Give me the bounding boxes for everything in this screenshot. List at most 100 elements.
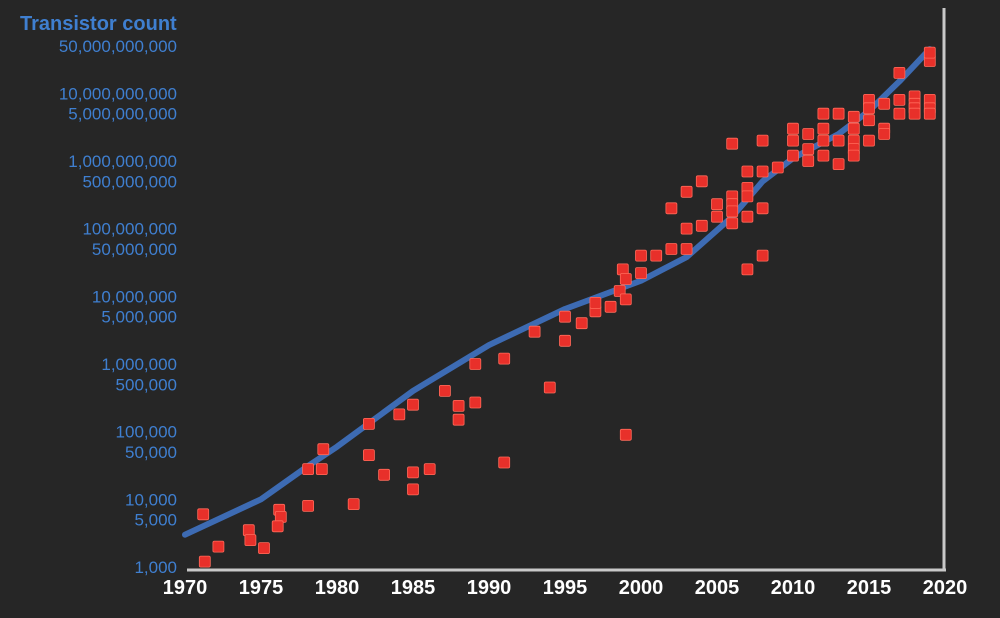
data-point — [452, 413, 465, 426]
data-point — [680, 243, 693, 255]
data-point — [817, 107, 830, 120]
data-point — [407, 398, 419, 411]
y-tick-label: 100,000,000 — [82, 220, 177, 239]
data-point — [802, 143, 815, 156]
data-point — [878, 128, 891, 140]
data-point — [635, 249, 647, 262]
data-point — [619, 293, 632, 306]
data-point — [469, 358, 482, 370]
data-point — [362, 449, 375, 462]
data-point — [847, 122, 860, 135]
data-point — [680, 222, 693, 235]
data-point — [863, 102, 875, 115]
data-point — [741, 263, 754, 276]
data-point — [695, 219, 708, 232]
data-point — [756, 165, 769, 178]
data-point — [212, 540, 225, 553]
data-point — [378, 468, 391, 481]
data-point — [893, 67, 906, 79]
data-point — [695, 175, 708, 188]
x-tick-label: 1975 — [239, 577, 284, 599]
data-point — [817, 149, 830, 162]
y-tick-label: 100,000 — [116, 423, 177, 442]
x-tick-label: 1985 — [391, 577, 436, 599]
data-point — [832, 158, 845, 171]
data-point — [787, 149, 799, 162]
data-point — [726, 137, 739, 150]
data-point — [635, 267, 647, 280]
data-point — [407, 466, 419, 479]
data-point — [302, 463, 315, 476]
x-tick-labels: 1970 1975 1980 1985 1990 1995 2000 2005 2010 2015… — [163, 577, 968, 599]
data-point — [863, 114, 875, 127]
data-point — [619, 273, 632, 285]
data-points-group — [197, 46, 936, 568]
x-tick-label: 2000 — [619, 577, 664, 599]
data-point — [242, 524, 255, 537]
data-point — [787, 134, 799, 147]
data-point — [756, 134, 769, 147]
y-tick-label: 5,000,000,000 — [68, 105, 177, 124]
data-point — [711, 198, 723, 211]
data-point — [908, 107, 921, 120]
data-point — [543, 381, 556, 394]
data-point — [756, 202, 769, 215]
y-axis-title: Transistor count — [20, 13, 177, 35]
data-point — [802, 155, 815, 167]
x-tick-label: 2015 — [847, 577, 892, 599]
y-tick-label: 10,000 — [125, 490, 177, 509]
data-point — [559, 310, 571, 323]
data-point — [923, 46, 936, 59]
data-point — [847, 149, 860, 162]
data-point — [258, 542, 270, 554]
data-point — [452, 399, 465, 412]
y-tick-label: 50,000,000,000 — [59, 37, 177, 56]
data-point — [197, 508, 210, 521]
data-point — [619, 428, 632, 441]
data-point — [589, 296, 602, 309]
y-tick-label: 1,000 — [134, 558, 177, 577]
data-point — [438, 384, 451, 397]
data-point — [863, 134, 875, 147]
data-point — [528, 325, 541, 338]
y-tick-label: 10,000,000 — [92, 287, 177, 306]
y-tick-label: 50,000,000 — [92, 240, 177, 259]
data-point — [498, 456, 511, 469]
data-point — [878, 97, 891, 110]
data-point — [317, 443, 330, 456]
y-tick-label: 500,000,000 — [82, 172, 177, 191]
data-point — [817, 134, 830, 147]
data-point — [604, 300, 617, 313]
data-point — [680, 185, 693, 198]
data-point — [726, 217, 739, 230]
y-tick-label: 1,000,000 — [101, 355, 177, 374]
data-point — [893, 107, 906, 120]
data-point — [559, 334, 571, 347]
data-point — [423, 463, 436, 476]
data-point — [362, 417, 375, 430]
data-point — [787, 122, 799, 135]
x-tick-label: 1970 — [163, 577, 208, 599]
data-point — [802, 128, 815, 140]
data-point — [771, 161, 784, 174]
data-point — [741, 190, 754, 203]
data-point — [726, 205, 739, 218]
data-point — [893, 94, 906, 106]
data-point — [650, 249, 663, 262]
data-point — [347, 498, 360, 511]
data-point — [271, 520, 284, 533]
data-point — [407, 483, 419, 496]
data-point — [711, 210, 723, 223]
data-point — [665, 202, 678, 215]
data-point — [244, 534, 257, 546]
data-point — [923, 107, 936, 120]
x-tick-label: 2010 — [771, 577, 816, 599]
data-point — [302, 499, 315, 512]
x-tick-label: 2005 — [695, 577, 740, 599]
data-point — [741, 210, 754, 223]
data-point — [575, 317, 588, 330]
data-point — [847, 110, 860, 123]
y-tick-label: 1,000,000,000 — [68, 152, 177, 171]
